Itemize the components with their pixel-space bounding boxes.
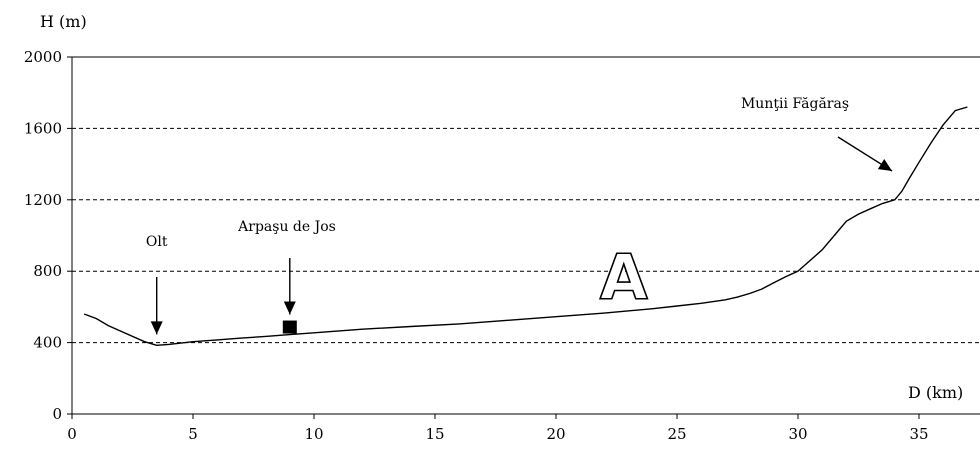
annotation-olt: Olt <box>146 234 168 250</box>
y-tick-label: 800 <box>33 262 62 280</box>
annotations: Olt Arpaşu de Jos Munţii Făgăraş A <box>146 96 893 335</box>
annotation-fagaras: Munţii Făgăraş <box>741 96 849 112</box>
elevation-profile-line <box>83 106 968 347</box>
axes <box>67 56 980 419</box>
x-tick-label: 35 <box>909 425 928 443</box>
x-axis-label: D (km) <box>908 383 963 402</box>
arrow-fagaras-head <box>877 159 893 172</box>
x-tick-label: 15 <box>425 425 444 443</box>
x-tick-label: 30 <box>788 425 807 443</box>
y-tick-label: 1200 <box>24 191 62 209</box>
x-tick-label: 25 <box>667 425 686 443</box>
y-tick-label: 400 <box>33 334 62 352</box>
y-tick-label: 0 <box>52 405 62 423</box>
gridlines <box>72 56 980 344</box>
tick-labels: 0 400 800 1200 1600 2000 0 5 10 15 20 25 30 35 <box>24 48 929 443</box>
annotation-letter-a: A <box>600 241 648 314</box>
arrow-arpasu-head <box>283 301 296 315</box>
x-tick-label: 10 <box>304 425 323 443</box>
y-tick-label: 2000 <box>24 48 62 66</box>
y-axis-label: H (m) <box>40 12 87 31</box>
x-tick-label: 20 <box>546 425 565 443</box>
marker-arpasu <box>282 320 297 334</box>
annotation-arpasu: Arpaşu de Jos <box>237 219 336 235</box>
y-tick-label: 1600 <box>24 119 62 137</box>
x-tick-label: 5 <box>188 425 198 443</box>
arrow-olt-head <box>150 321 163 335</box>
x-tick-label: 0 <box>67 425 77 443</box>
